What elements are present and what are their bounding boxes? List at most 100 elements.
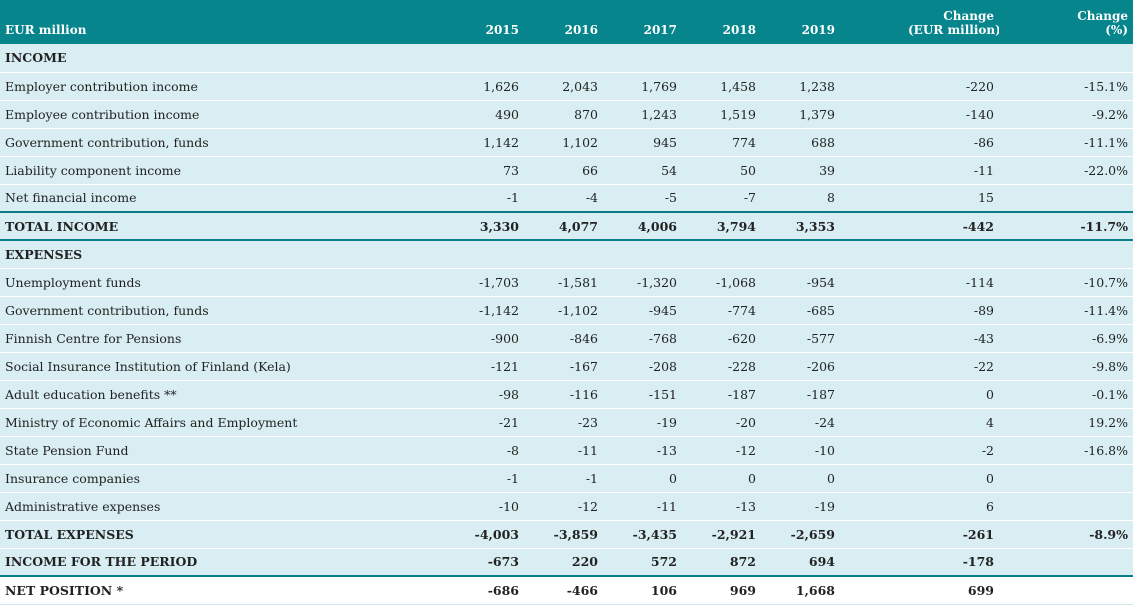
cell-value: -228 — [727, 358, 756, 374]
header-year: 2016 — [564, 23, 598, 37]
cell-change-pct: -22.0% — [1084, 162, 1128, 178]
cell-value — [603, 44, 682, 72]
row-label: EXPENSES — [5, 246, 83, 262]
cell-value: -1 — [506, 190, 519, 206]
cell-value: 1,379 — [799, 106, 835, 122]
cell-value: -3,435 — [632, 526, 677, 542]
header-change-abs: Change (EUR million) — [903, 0, 999, 44]
cell-gap — [840, 72, 903, 100]
cell-value: -1,703 — [478, 274, 519, 290]
cell-value: 54 — [661, 162, 677, 178]
row-label: Adult education benefits ** — [5, 386, 177, 402]
row-label: Unemployment funds — [5, 274, 141, 290]
table-row: Unemployment funds -1,703 -1,581 -1,320 -1,0… — [0, 268, 1133, 296]
cell-change-pct — [999, 576, 1133, 604]
cell-value: 39 — [819, 162, 835, 178]
cell-value: -4 — [585, 190, 598, 206]
cell-change-pct: -16.8% — [1084, 442, 1128, 458]
table-row: Administrative expenses -10 -12 -11 -13 -19 6 — [0, 492, 1133, 520]
row-label: TOTAL EXPENSES — [5, 526, 134, 542]
cell-value: 490 — [495, 106, 519, 122]
row-label: Net financial income — [5, 190, 137, 206]
header-change-abs-line2: (EUR million) — [908, 23, 999, 37]
cell-value: 0 — [669, 470, 677, 486]
cell-gap — [840, 184, 903, 212]
cell-value: -620 — [727, 330, 756, 346]
row-label: INCOME FOR THE PERIOD — [5, 554, 198, 570]
cell-value: -3,859 — [553, 526, 598, 542]
cell-change-pct: -11.4% — [1084, 302, 1128, 318]
cell-value: 1,102 — [562, 134, 598, 150]
cell-value — [761, 44, 840, 72]
cell-change: -11 — [973, 162, 994, 178]
cell-value — [445, 240, 524, 268]
row-label: Government contribution, funds — [5, 302, 209, 318]
cell-value: -12 — [735, 442, 756, 458]
cell-change-pct: -9.8% — [1092, 358, 1128, 374]
cell-value: 945 — [653, 134, 677, 150]
cell-value: -19 — [814, 498, 835, 514]
cell-change-pct — [999, 44, 1133, 72]
cell-value: 1,142 — [483, 134, 519, 150]
cell-value: -2,659 — [790, 526, 835, 542]
cell-change: -442 — [962, 218, 994, 234]
table-row: Ministry of Economic Affairs and Employm… — [0, 408, 1133, 436]
cell-value: -774 — [727, 302, 756, 318]
cell-value: -23 — [577, 414, 598, 430]
cell-change: -140 — [965, 106, 994, 122]
cell-value: -12 — [577, 498, 598, 514]
cell-value: 1,243 — [641, 106, 677, 122]
table-row: Government contribution, funds 1,142 1,102… — [0, 128, 1133, 156]
header-gap — [840, 0, 903, 44]
cell-change-pct — [999, 184, 1133, 212]
cell-value: 0 — [827, 470, 835, 486]
row-label: Finnish Centre for Pensions — [5, 330, 182, 346]
cell-value — [603, 240, 682, 268]
cell-gap — [840, 380, 903, 408]
cell-value: -768 — [648, 330, 677, 346]
cell-value: 572 — [650, 554, 677, 570]
cell-gap — [840, 268, 903, 296]
cell-value: -116 — [569, 386, 598, 402]
cell-value — [445, 44, 524, 72]
cell-change: 699 — [967, 582, 994, 598]
cell-value: 1,626 — [483, 78, 519, 94]
cell-value: 220 — [571, 554, 598, 570]
cell-change: -178 — [962, 554, 994, 570]
cell-change: -43 — [973, 330, 994, 346]
cell-change: -89 — [973, 302, 994, 318]
cell-change: 0 — [986, 386, 994, 402]
cell-value — [524, 44, 603, 72]
table-row: Liability component income 73 66 54 50 39 -11 -… — [0, 156, 1133, 184]
header-change-abs-line1: Change — [943, 9, 994, 23]
header-label: EUR million — [5, 23, 87, 37]
header-change-pct-line2: (%) — [1105, 23, 1128, 37]
cell-value: 774 — [732, 134, 756, 150]
cell-value: 1,238 — [799, 78, 835, 94]
table-row: Finnish Centre for Pensions -900 -846 -768 -… — [0, 324, 1133, 352]
row-label: Employee contribution income — [5, 106, 200, 122]
cell-value: -13 — [735, 498, 756, 514]
cell-value: -4,003 — [474, 526, 519, 542]
cell-value: 1,458 — [720, 78, 756, 94]
cell-change: -2 — [981, 442, 994, 458]
cell-gap — [840, 324, 903, 352]
cell-value: -686 — [487, 582, 519, 598]
cell-value: -98 — [498, 386, 519, 402]
cell-change-pct: -6.9% — [1092, 330, 1128, 346]
row-label: Government contribution, funds — [5, 134, 209, 150]
table-row: Social Insurance Institution of Finland … — [0, 352, 1133, 380]
row-label: INCOME — [5, 50, 67, 66]
cell-value: 4,077 — [558, 218, 598, 234]
cell-value: 688 — [811, 134, 835, 150]
cell-value: -8 — [506, 442, 519, 458]
cell-value: 3,353 — [795, 218, 835, 234]
cell-gap — [840, 576, 903, 604]
cell-change: -261 — [962, 526, 994, 542]
cell-value: -1 — [585, 470, 598, 486]
table-row: Insurance companies -1 -1 0 0 0 0 — [0, 464, 1133, 492]
cell-value: -846 — [569, 330, 598, 346]
cell-value: -2,921 — [711, 526, 756, 542]
row-label: Employer contribution income — [5, 78, 198, 94]
row-label: Social Insurance Institution of Finland … — [5, 358, 291, 374]
